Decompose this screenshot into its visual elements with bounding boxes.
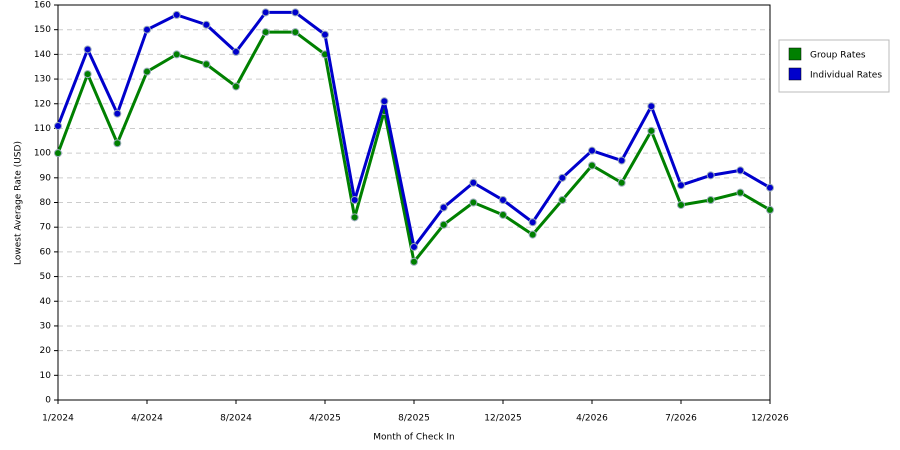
data-point (647, 102, 656, 111)
y-tick-label: 120 (34, 99, 51, 109)
data-point (558, 196, 567, 205)
data-point (499, 210, 507, 219)
data-point (677, 200, 685, 209)
x-tick-label: 12/2026 (751, 414, 789, 424)
y-axis-label: Lowest Average Rate (USD) (14, 141, 24, 265)
y-tick-label: 50 (40, 272, 52, 282)
data-point (706, 196, 715, 205)
y-tick-label: 90 (40, 173, 52, 183)
data-point (588, 146, 596, 155)
data-point (617, 178, 626, 187)
y-tick-label: 10 (40, 371, 52, 381)
data-point (499, 196, 507, 205)
data-point (143, 67, 151, 76)
data-point (588, 161, 596, 170)
legend-swatch (788, 47, 802, 61)
y-tick-label: 60 (40, 247, 52, 257)
data-point (291, 8, 300, 17)
data-point (172, 10, 181, 19)
x-tick-label: 4/2025 (309, 414, 341, 424)
data-point (558, 173, 567, 182)
data-point (647, 126, 656, 135)
x-tick-label: 7/2026 (665, 414, 697, 424)
data-point (706, 171, 715, 180)
legend-swatch (788, 67, 802, 81)
series-line (56, 10, 771, 249)
data-point (528, 230, 537, 239)
data-point (232, 47, 240, 56)
data-point (677, 181, 685, 190)
data-point (380, 97, 389, 106)
data-point (113, 109, 122, 118)
y-tick-label: 140 (34, 50, 51, 60)
data-point (439, 203, 448, 212)
data-point (143, 25, 151, 34)
data-point (439, 220, 448, 229)
data-point (54, 121, 62, 130)
data-point (469, 178, 478, 187)
data-point (766, 183, 774, 192)
y-tick-label: 130 (34, 75, 51, 85)
data-point (736, 188, 745, 197)
y-tick-label: 150 (34, 25, 51, 35)
x-tick-label: 4/2026 (576, 414, 608, 424)
legend-label: Individual Rates (810, 71, 882, 81)
data-point (617, 156, 626, 165)
data-point (350, 196, 359, 205)
y-tick-label: 0 (45, 396, 51, 406)
y-tick-label: 160 (34, 1, 51, 11)
data-point (54, 149, 62, 158)
data-point (736, 166, 745, 175)
data-point (202, 20, 211, 29)
data-point (469, 198, 478, 207)
y-tick-label: 20 (40, 346, 52, 356)
legend-label: Group Rates (810, 51, 866, 61)
x-tick-label: 1/2024 (42, 414, 74, 424)
y-tick-label: 30 (40, 321, 52, 331)
data-point (410, 257, 418, 266)
y-tick-label: 70 (40, 223, 52, 233)
data-point (410, 242, 418, 251)
y-tick-label: 40 (40, 297, 52, 307)
data-point (232, 82, 240, 91)
data-point (113, 139, 122, 148)
x-tick-label: 4/2024 (131, 414, 163, 424)
y-tick-label: 110 (34, 124, 51, 134)
x-tick-label: 8/2024 (220, 414, 252, 424)
data-point (261, 8, 270, 17)
data-point (202, 60, 211, 69)
y-tick-label: 80 (40, 198, 52, 208)
x-tick-label: 8/2025 (398, 414, 430, 424)
data-point (83, 45, 92, 54)
x-axis-label: Month of Check In (373, 433, 455, 443)
data-point (350, 213, 359, 222)
data-point (83, 70, 92, 79)
x-tick-label: 12/2025 (484, 414, 521, 424)
data-point (291, 28, 300, 37)
data-point (528, 218, 537, 227)
data-point (766, 205, 774, 214)
data-point (261, 28, 270, 37)
data-point (172, 50, 181, 59)
y-tick-label: 100 (34, 149, 51, 159)
data-point (321, 30, 329, 39)
